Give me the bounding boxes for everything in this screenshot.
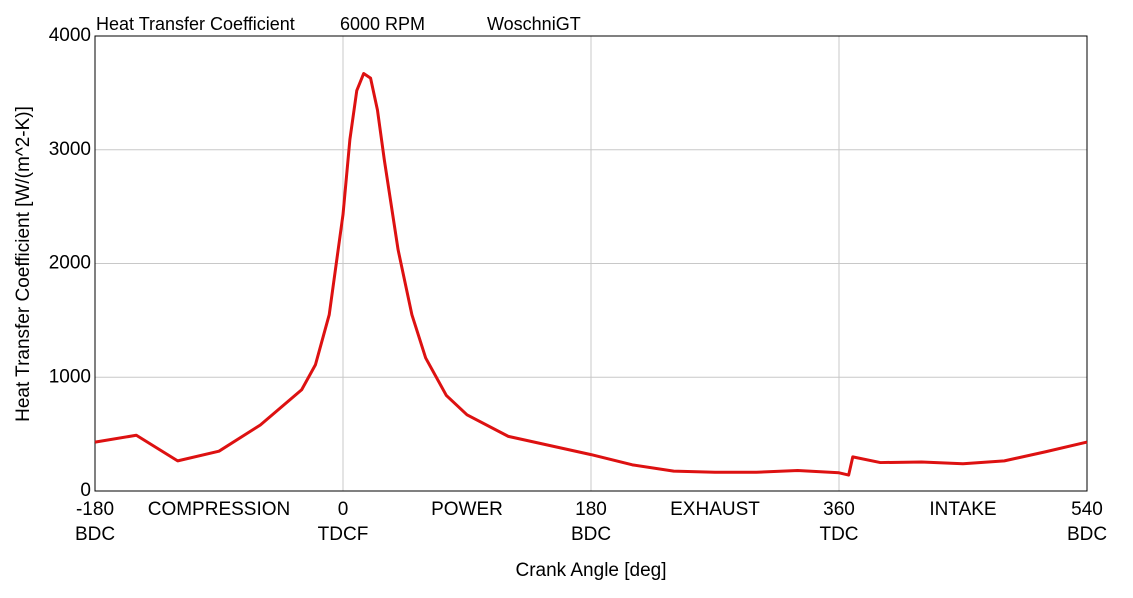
y-tick-label: 0 (80, 480, 91, 501)
phase-label: COMPRESSION (148, 499, 291, 520)
phase-label: POWER (431, 499, 503, 520)
x-tick-sublabel: TDCF (318, 524, 369, 545)
y-tick-label: 1000 (49, 366, 91, 387)
x-axis-label: Crank Angle [deg] (515, 560, 666, 581)
y-axis-label: Heat Transfer Coefficient [W/(m^2-K)] (13, 106, 34, 422)
x-tick-sublabel: BDC (1067, 524, 1107, 545)
y-tick-label: 4000 (49, 25, 91, 46)
chart-title: Heat Transfer Coefficient (96, 14, 295, 34)
x-tick-sublabel: BDC (571, 524, 611, 545)
chart-subtitle: 6000 RPM (340, 14, 425, 34)
model-label: WoschniGT (487, 14, 581, 34)
x-tick-label: 180 (575, 499, 607, 520)
phase-label: EXHAUST (670, 499, 760, 520)
plot-frame (94, 35, 1088, 492)
y-tick-label: 3000 (49, 139, 91, 160)
data-line (94, 72, 1088, 477)
x-tick-label: 360 (823, 499, 855, 520)
x-tick-sublabel: TDC (819, 524, 858, 545)
x-tick-sublabel: BDC (75, 524, 115, 545)
x-tick-label: 0 (338, 499, 349, 520)
x-tick-label: -180 (76, 499, 114, 520)
phase-label: INTAKE (929, 499, 996, 520)
y-tick-label: 2000 (49, 253, 91, 274)
x-tick-label: 540 (1071, 499, 1103, 520)
